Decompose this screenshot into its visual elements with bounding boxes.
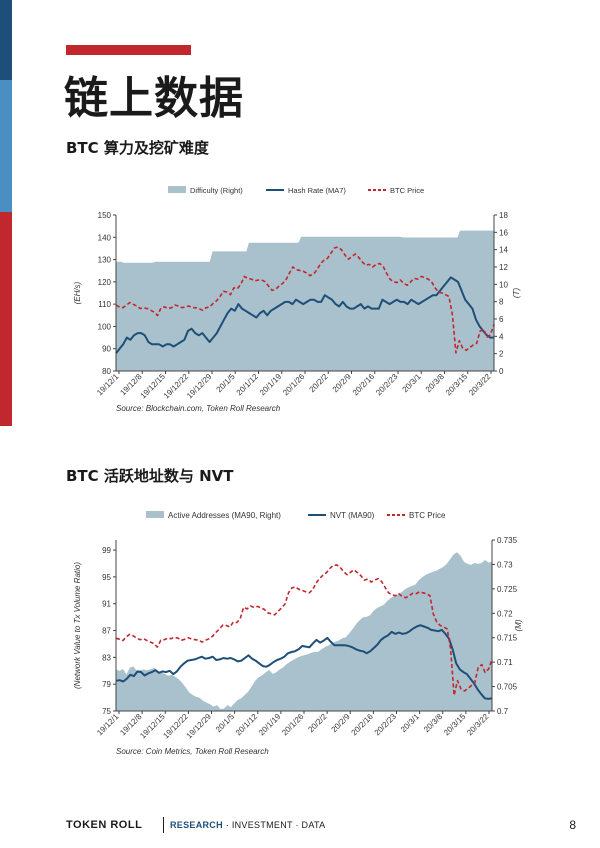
right-axis-title: (T) <box>512 288 521 299</box>
x-tick-label: 20/2/23 <box>373 712 399 738</box>
x-tick-label: 20/1/12 <box>235 372 261 398</box>
right-tick-label: 2 <box>499 350 504 359</box>
page-title: 链上数据 <box>64 73 244 124</box>
left-tick-label: 79 <box>102 680 111 689</box>
left-tick-label: 83 <box>102 653 111 662</box>
active-addresses-nvt-chart: Active Addresses (MA90, Right) NVT (MA90)… <box>73 511 523 756</box>
left-tick-label: 130 <box>98 256 112 265</box>
x-tick-label: 20/2/23 <box>374 372 400 398</box>
edge-band-navy <box>0 0 12 80</box>
dashed-series <box>115 564 493 697</box>
right-tick-label: 0.72 <box>497 609 513 618</box>
line-series <box>115 624 493 700</box>
left-axis-title: (EH/s) <box>73 281 82 304</box>
area-series <box>116 552 492 711</box>
legend-swatch-area <box>146 511 164 518</box>
right-tick-label: 0 <box>499 367 504 376</box>
x-tick-label: 20/2/16 <box>350 712 376 738</box>
left-tick-label: 75 <box>102 707 111 716</box>
left-tick-label: 120 <box>98 278 112 287</box>
right-tick-label: 10 <box>499 280 508 289</box>
left-tick-label: 100 <box>98 322 112 331</box>
legend-swatch-area <box>168 186 186 193</box>
legend-label: BTC Price <box>390 186 424 195</box>
footer-divider <box>163 817 164 833</box>
edge-band-blue <box>0 80 12 212</box>
right-tick-label: 0.71 <box>497 658 513 667</box>
x-tick-label: 20/2/2 <box>306 712 328 734</box>
chart-legend: Active Addresses (MA90, Right) NVT (MA90)… <box>146 511 446 520</box>
left-axis-title: (Network Value to Tx Volume Ratio) <box>73 562 82 689</box>
left-tick-label: 80 <box>102 367 111 376</box>
x-tick-label: 19/12/29 <box>185 372 214 401</box>
x-tick-label: 20/3/22 <box>467 372 493 398</box>
legend-label: BTC Price <box>409 511 446 520</box>
x-tick-label: 20/1/26 <box>281 372 307 398</box>
page-number: 8 <box>569 818 576 832</box>
x-tick-label: 20/1/19 <box>257 712 283 738</box>
x-tick-label: 19/12/29 <box>185 712 214 741</box>
left-tick-label: 99 <box>102 546 111 555</box>
x-tick-label: 20/1/19 <box>258 372 284 398</box>
x-tick-label: 20/2/16 <box>351 372 377 398</box>
left-tick-label: 110 <box>98 300 111 309</box>
right-tick-label: 6 <box>499 315 504 324</box>
right-tick-label: 0.73 <box>497 560 513 569</box>
right-tick-label: 0.705 <box>497 683 518 692</box>
left-tick-label: 140 <box>98 233 112 242</box>
x-tick-label: 20/3/15 <box>444 372 470 398</box>
title-accent-bar <box>66 45 191 55</box>
chart-legend: Difficulty (Right) Hash Rate (MA7) BTC Pri… <box>168 186 424 195</box>
hashrate-difficulty-chart: Difficulty (Right) Hash Rate (MA7) BTC Pri… <box>73 186 521 413</box>
right-tick-label: 0.7 <box>497 707 509 716</box>
right-axis-title: (M) <box>514 619 523 631</box>
left-tick-label: 150 <box>98 211 112 220</box>
footer: TOKEN ROLL RESEARCH · INVESTMENT · DATA … <box>66 817 576 839</box>
section-title-nvt: BTC 活跃地址数与 NVT <box>66 467 234 485</box>
chart-source: Source: Blockchain.com, Token Roll Resea… <box>116 404 281 413</box>
right-tick-label: 14 <box>499 246 508 255</box>
legend-label: Difficulty (Right) <box>190 186 243 195</box>
line-series <box>115 276 494 354</box>
right-tick-label: 8 <box>499 298 504 307</box>
right-tick-label: 16 <box>499 228 508 237</box>
footer-brand: TOKEN ROLL <box>66 819 143 831</box>
right-tick-label: 4 <box>499 332 504 341</box>
x-tick-label: 20/1/12 <box>234 712 260 738</box>
x-tick-label: 20/3/1 <box>401 372 423 394</box>
x-tick-label: 20/2/2 <box>308 372 330 394</box>
x-tick-label: 20/3/15 <box>442 712 468 738</box>
footer-tagline-research: RESEARCH <box>170 820 223 830</box>
left-tick-label: 95 <box>102 573 111 582</box>
left-tick-label: 91 <box>102 600 111 609</box>
x-tick-label: 20/3/1 <box>399 712 421 734</box>
legend-label: NVT (MA90) <box>330 511 375 520</box>
chart-source: Source: Coin Metrics, Token Roll Researc… <box>116 747 269 756</box>
footer-tagline: RESEARCH · INVESTMENT · DATA <box>170 820 325 830</box>
legend-label: Active Addresses (MA90, Right) <box>168 511 281 520</box>
right-tick-label: 0.725 <box>497 585 518 594</box>
footer-tagline-rest: · INVESTMENT · DATA <box>225 820 326 830</box>
section-title-hashrate: BTC 算力及挖矿难度 <box>66 139 209 157</box>
edge-band-red <box>0 212 12 426</box>
right-tick-label: 18 <box>499 211 508 220</box>
area-series <box>116 230 494 371</box>
right-tick-label: 0.735 <box>497 536 518 545</box>
x-tick-label: 20/3/22 <box>465 712 491 738</box>
left-tick-label: 90 <box>102 345 111 354</box>
right-tick-label: 0.715 <box>497 634 518 643</box>
left-tick-label: 87 <box>102 627 111 636</box>
x-tick-label: 20/1/26 <box>280 712 306 738</box>
dashed-series <box>115 246 495 354</box>
legend-label: Hash Rate (MA7) <box>288 186 346 195</box>
right-tick-label: 12 <box>499 263 508 272</box>
